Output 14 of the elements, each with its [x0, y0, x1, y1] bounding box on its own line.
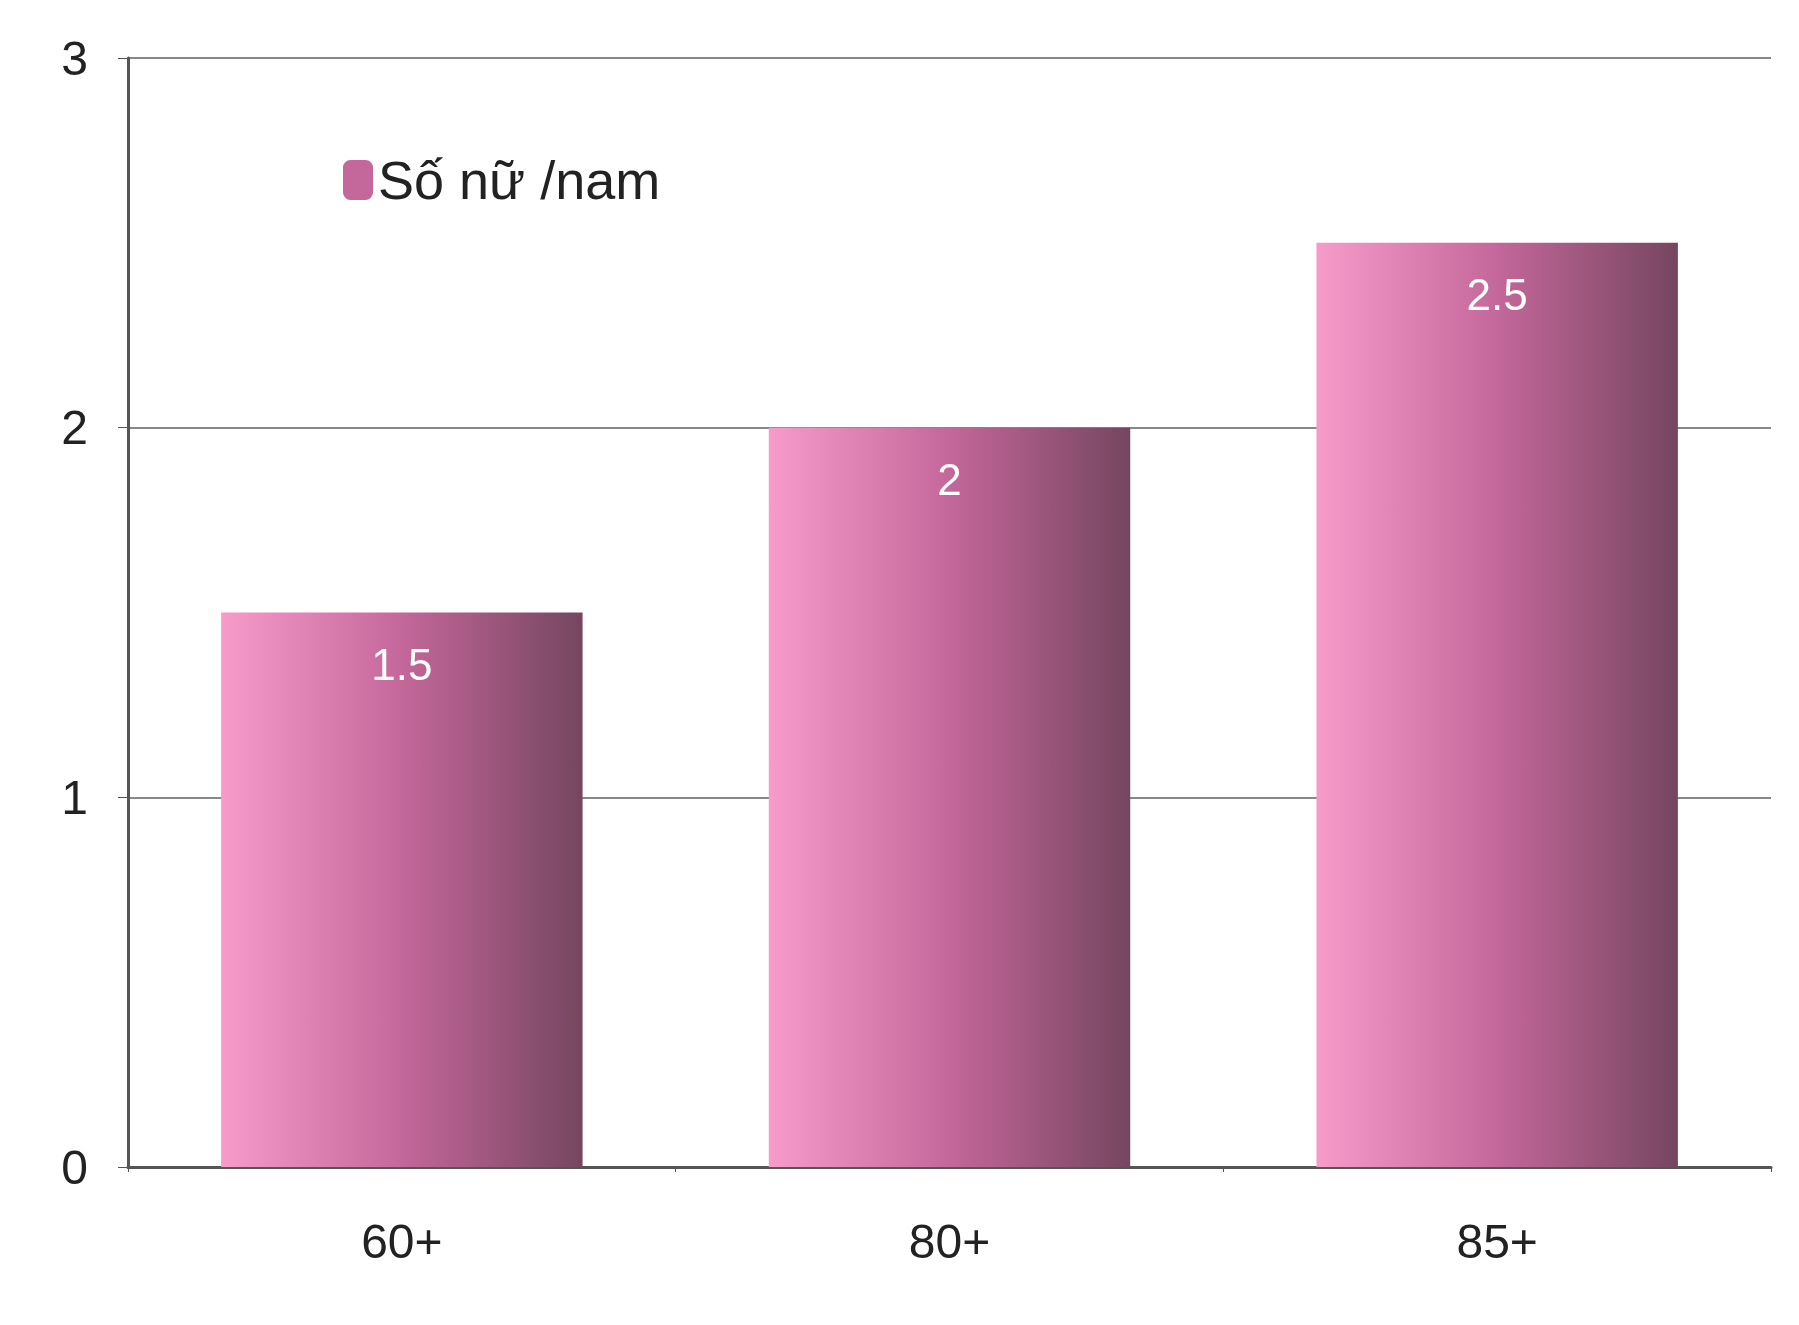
x-tick-label: 85+ [1456, 1214, 1538, 1268]
bar [221, 612, 583, 1167]
x-tick-label: 60+ [361, 1214, 443, 1268]
data-label: 1.5 [371, 640, 433, 689]
bar [768, 427, 1131, 1167]
y-tick-label: 3 [61, 31, 88, 85]
y-tick-label: 1 [61, 770, 88, 824]
y-tick-label: 0 [61, 1140, 88, 1194]
y-tick-label: 2 [61, 401, 88, 455]
data-label: 2 [937, 455, 962, 505]
legend-label: Số nữ /nam [378, 150, 661, 210]
x-tick-label: 80+ [908, 1214, 991, 1268]
bar [1316, 242, 1678, 1167]
data-label: 2.5 [1466, 270, 1528, 320]
